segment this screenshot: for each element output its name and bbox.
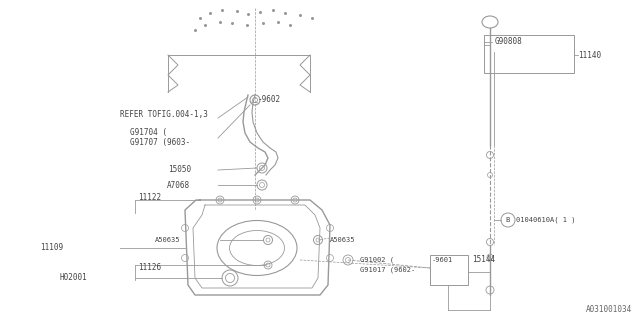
Text: A7068: A7068 bbox=[167, 180, 190, 189]
Text: 11122: 11122 bbox=[138, 193, 161, 202]
Bar bbox=[430, 255, 468, 285]
Text: 11126: 11126 bbox=[138, 263, 161, 273]
Text: A50635: A50635 bbox=[330, 237, 355, 243]
Text: 11109: 11109 bbox=[40, 244, 63, 252]
Text: REFER TOFIG.004-1,3: REFER TOFIG.004-1,3 bbox=[120, 110, 208, 119]
Text: -9601: -9601 bbox=[432, 257, 453, 263]
Text: G91704 (: G91704 ( bbox=[130, 129, 167, 138]
Text: B: B bbox=[506, 217, 510, 223]
Text: A031001034: A031001034 bbox=[586, 305, 632, 314]
Text: A50635: A50635 bbox=[155, 237, 180, 243]
Text: 01040610A( 1 ): 01040610A( 1 ) bbox=[516, 217, 575, 223]
Text: G91017 (9602-: G91017 (9602- bbox=[360, 267, 415, 273]
Text: 15144: 15144 bbox=[472, 255, 495, 265]
Text: -9602: -9602 bbox=[258, 95, 281, 105]
Text: 11140: 11140 bbox=[578, 51, 601, 60]
Text: G91707 (9603-: G91707 (9603- bbox=[130, 139, 190, 148]
Bar bbox=[484, 35, 574, 73]
Text: 15050: 15050 bbox=[168, 165, 191, 174]
Text: H02001: H02001 bbox=[60, 274, 88, 283]
Text: G90808: G90808 bbox=[495, 37, 523, 46]
Text: G91002 (: G91002 ( bbox=[360, 257, 394, 263]
